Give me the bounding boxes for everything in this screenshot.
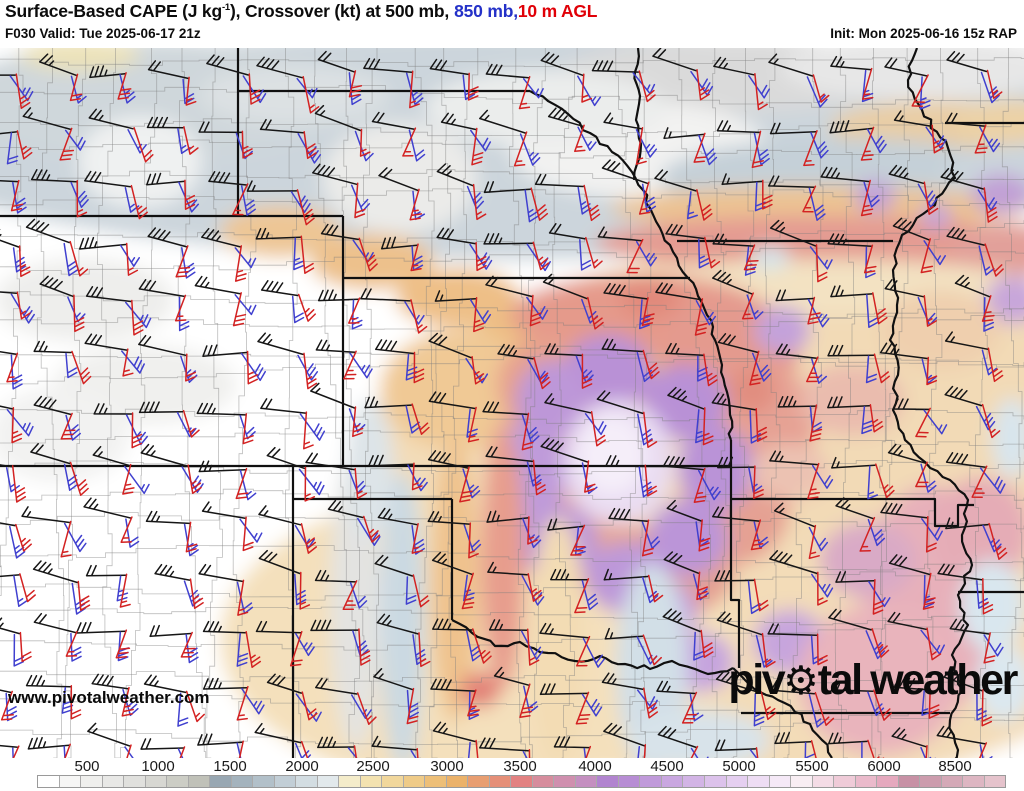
colorbar-segment: [510, 776, 532, 787]
colorbar-segment: [574, 776, 597, 787]
colorbar-segment: [983, 776, 1006, 787]
border-big-sioux-river: [632, 48, 643, 181]
logo-text-piv: piv: [728, 656, 785, 704]
colorbar-tick-label: 4500: [650, 758, 684, 775]
colorbar-tick-label: 1000: [141, 758, 175, 775]
wind-barbs-500mb: [0, 48, 991, 752]
init-time-label: Init: Mon 2025-06-16 15z RAP: [830, 26, 1017, 41]
colorbar-segment: [833, 776, 855, 787]
colorbar-tick-label: 500: [74, 758, 100, 775]
colorbar-segment: [38, 776, 59, 787]
colorbar-segment: [703, 776, 726, 787]
colorbar-segment: [811, 776, 834, 787]
colorbar-segment: [919, 776, 941, 787]
valid-time-label: F030 Valid: Tue 2025-06-17 21z: [5, 26, 201, 41]
cape-colorbar: [37, 775, 1006, 788]
title-10m-agl: 10 m AGL: [517, 1, 598, 21]
colorbar-segment: [639, 776, 661, 787]
colorbar-tick-label: 2000: [285, 758, 319, 775]
logo-text-tal-weather: tal weather: [817, 656, 1019, 704]
title-cape: Surface-Based CAPE (J kg: [5, 1, 222, 21]
colorbar-segment: [445, 776, 468, 787]
colorbar-segment: [596, 776, 618, 787]
title-crossover: ), Crossover (kt) at 500 mb,: [230, 1, 450, 21]
colorbar-segment: [402, 776, 425, 787]
border-red-river: [451, 619, 734, 676]
map-header: Surface-Based CAPE (J kg-1), Crossover (…: [0, 0, 1024, 48]
colorbar-tick-label: 5500: [795, 758, 829, 775]
colorbar-segment: [617, 776, 640, 787]
border-missouri-west: [729, 440, 741, 668]
colorbar-tick-label: 6000: [867, 758, 901, 775]
colorbar-segment: [682, 776, 704, 787]
colorbar-tick-label: 3500: [503, 758, 537, 775]
colorbar-tick-label: 4000: [578, 758, 612, 775]
colorbar-segment: [660, 776, 683, 787]
colorbar-segment: [854, 776, 877, 787]
colorbar-footer: 500 1000 1500 2000 2500 3000 3500 4000 4500 5000 5…: [0, 758, 1024, 791]
map-canvas[interactable]: [0, 48, 1024, 758]
colorbar-segment: [381, 776, 403, 787]
colorbar-segment: [252, 776, 274, 787]
colorbar-segment: [876, 776, 898, 787]
colorbar-segment: [962, 776, 984, 787]
colorbar-segment: [316, 776, 339, 787]
colorbar-segment: [144, 776, 167, 787]
colorbar-segment: [747, 776, 769, 787]
colorbar-segment: [187, 776, 210, 787]
border-mississippi-river: [888, 48, 974, 758]
colorbar-tick-label: 2500: [356, 758, 390, 775]
colorbar-segment: [58, 776, 81, 787]
colorbar-segment: [531, 776, 554, 787]
colorbar-segment: [488, 776, 511, 787]
county-lines: [0, 48, 1024, 758]
wind-barbs-10m: [0, 67, 1008, 758]
colorbar-tick-label: 3000: [430, 758, 464, 775]
title-850mb: 850 mb,: [454, 1, 518, 21]
colorbar-segment: [553, 776, 575, 787]
colorbar-segment: [295, 776, 317, 787]
colorbar-segment: [359, 776, 382, 787]
border-red-river-lower: [732, 667, 833, 758]
cape-crossover-map[interactable]: [0, 48, 1024, 758]
colorbar-segment: [101, 776, 124, 787]
gear-icon: ⚙: [783, 659, 818, 703]
page-title: Surface-Based CAPE (J kg-1), Crossover (…: [5, 1, 598, 22]
colorbar-segment: [940, 776, 963, 787]
colorbar-segment: [80, 776, 102, 787]
colorbar-segment: [123, 776, 145, 787]
colorbar-segment: [230, 776, 253, 787]
colorbar-segment: [897, 776, 920, 787]
colorbar-segment: [467, 776, 489, 787]
colorbar-segment: [209, 776, 231, 787]
colorbar-segment: [273, 776, 296, 787]
watermark-url: www.pivotalweather.com: [8, 688, 210, 707]
colorbar-tick-label: 5000: [722, 758, 756, 775]
colorbar-segment: [768, 776, 791, 787]
border-missouri-river: [529, 90, 734, 441]
colorbar-segment: [338, 776, 360, 787]
colorbar-segment: [166, 776, 188, 787]
title-units-exponent: -1: [221, 2, 231, 14]
colorbar-segment: [725, 776, 748, 787]
colorbar-segment: [790, 776, 812, 787]
colorbar-segment: [424, 776, 446, 787]
pivotal-weather-logo: piv⚙tal weather: [728, 656, 1019, 705]
colorbar-tick-label: 1500: [213, 758, 247, 775]
colorbar-tick-label: 8500: [938, 758, 972, 775]
